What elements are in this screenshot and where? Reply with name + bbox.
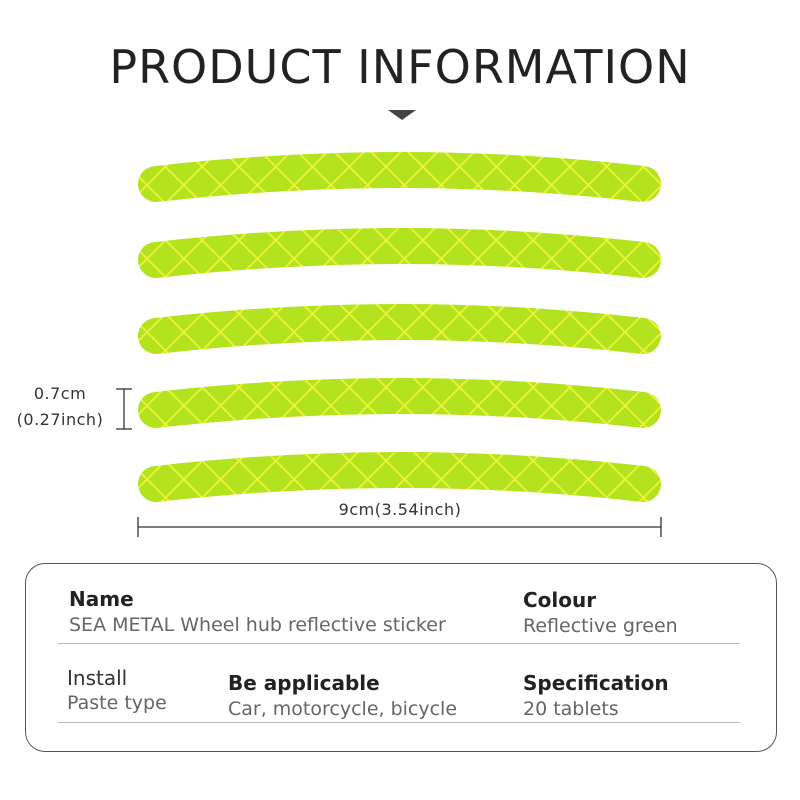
colour-label: Colour (523, 588, 597, 612)
width-label: 9cm(3.54inch) (338, 500, 462, 519)
height-inch-label: (0.27inch) (16, 410, 104, 429)
name-value: SEA METAL Wheel hub reflective sticker (69, 614, 446, 636)
width-dimension-marker (137, 517, 662, 537)
applicable-label: Be applicable (228, 671, 380, 695)
divider (58, 722, 740, 723)
info-card (25, 563, 777, 752)
name-label: Name (69, 587, 134, 611)
chevron-down-icon (388, 110, 416, 120)
reflective-strip (138, 452, 661, 502)
reflective-strips-image (116, 152, 662, 537)
applicable-value: Car, motorcycle, bicycle (228, 698, 458, 720)
reflective-strip (138, 378, 661, 428)
reflective-strip (138, 152, 661, 202)
specification-value: 20 tablets (523, 698, 619, 720)
height-dimension-marker (116, 388, 132, 430)
reflective-strip (138, 228, 661, 278)
colour-value: Reflective green (523, 615, 678, 637)
install-label: Install (67, 666, 128, 690)
specification-label: Specification (523, 671, 669, 695)
reflective-strip (138, 304, 661, 354)
height-cm-label: 0.7cm (33, 384, 87, 403)
divider (58, 643, 740, 644)
page-title: PRODUCT INFORMATION (109, 40, 691, 94)
install-value: Paste type (67, 692, 167, 714)
